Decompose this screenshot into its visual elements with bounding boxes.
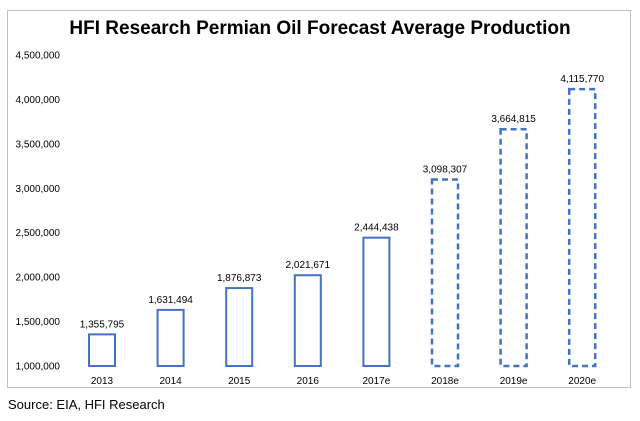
- x-tick-label: 2017e: [362, 376, 390, 387]
- y-tick-label: 1,000,000: [16, 362, 61, 373]
- data-label: 3,664,815: [491, 114, 536, 125]
- data-label: 3,098,307: [423, 165, 468, 176]
- bar: [293, 274, 322, 367]
- data-label: 4,115,770: [560, 74, 604, 85]
- forecast-bar: [430, 178, 460, 368]
- data-label: 1,631,494: [148, 295, 193, 306]
- data-label: 1,355,795: [80, 319, 125, 330]
- x-tick-label: 2018e: [431, 376, 459, 387]
- bar: [362, 236, 391, 367]
- data-label: 2,021,671: [286, 260, 331, 271]
- bar: [156, 308, 185, 367]
- forecast-bar: [567, 87, 597, 368]
- bar: [225, 287, 254, 367]
- data-label: 2,444,438: [354, 223, 399, 234]
- x-tick-label: 2013: [91, 376, 114, 387]
- x-tick-label: 2020e: [568, 376, 596, 387]
- bar: [88, 333, 116, 367]
- source-note: Source: EIA, HFI Research: [8, 397, 165, 412]
- y-tick-label: 4,500,000: [16, 51, 61, 62]
- y-tick-label: 3,500,000: [16, 139, 61, 150]
- y-tick-label: 1,500,000: [16, 317, 61, 328]
- x-tick-label: 2019e: [500, 376, 528, 387]
- forecast-bar: [499, 127, 528, 368]
- data-label: 1,876,873: [217, 273, 262, 284]
- y-tick-label: 2,500,000: [16, 228, 61, 239]
- x-tick-label: 2014: [159, 376, 182, 387]
- x-tick-label: 2016: [297, 376, 320, 387]
- y-tick-label: 3,000,000: [16, 184, 61, 195]
- x-tick-label: 2015: [228, 376, 251, 387]
- y-tick-label: 4,000,000: [16, 95, 61, 106]
- chart-title: HFI Research Permian Oil Forecast Averag…: [69, 18, 571, 39]
- y-tick-label: 2,000,000: [16, 273, 61, 284]
